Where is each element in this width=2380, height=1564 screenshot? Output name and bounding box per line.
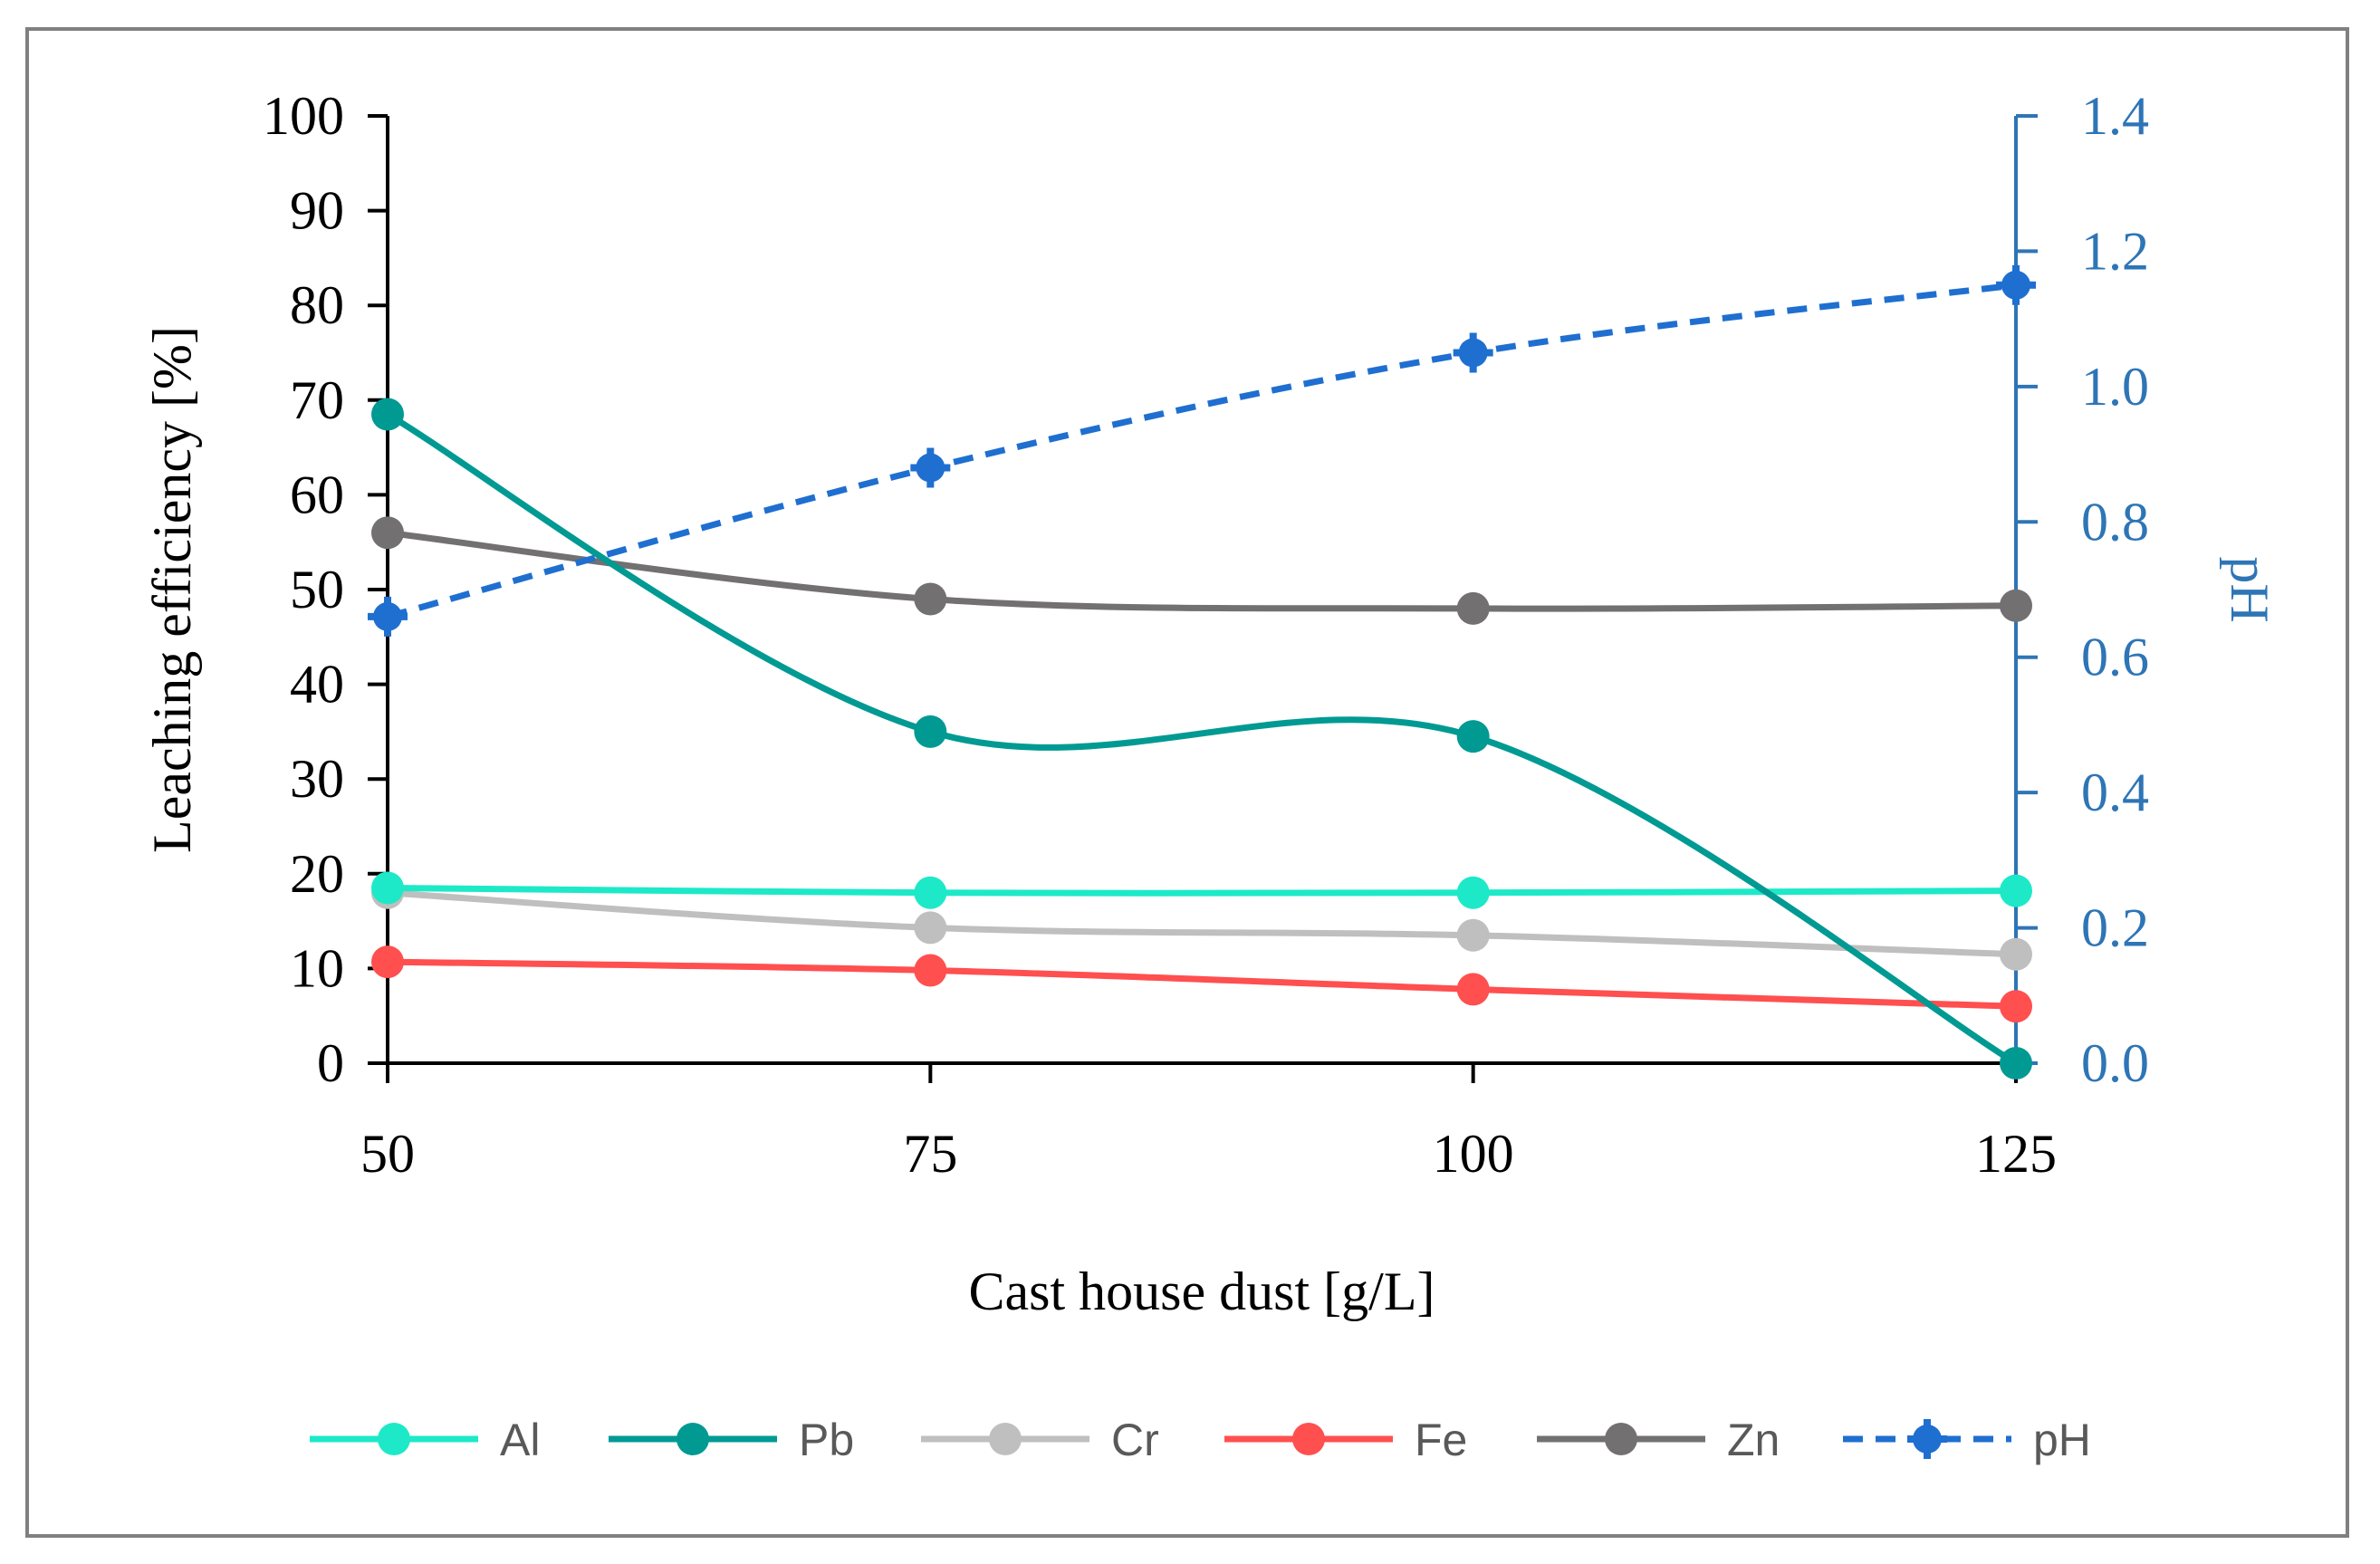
legend-label: Al: [500, 1415, 540, 1465]
series-fe-point: [914, 954, 947, 987]
leaching-chart: 0 10 20 30 40 50 60 70 80 90 100 50 75 100 125 0.0 0.2 0.…: [142, 86, 2279, 1465]
series-zn-point: [2000, 589, 2032, 622]
legend-item-cr: Cr: [921, 1415, 1159, 1465]
left-tick-label: 0: [317, 1033, 344, 1093]
left-tick-label: 50: [290, 560, 344, 619]
legend-label: Zn: [1727, 1415, 1780, 1465]
series-ph-point-h: [1453, 349, 1493, 357]
left-tick-label: 70: [290, 370, 344, 430]
series-zn-line: [387, 529, 2017, 612]
x-tick-label: 125: [1975, 1124, 2057, 1184]
legend-swatch-marker: [677, 1423, 709, 1455]
legend-swatch-marker: [1292, 1423, 1325, 1455]
series-zn-point: [371, 516, 404, 550]
legend-label: pH: [2033, 1415, 2091, 1465]
series-al-point: [914, 876, 947, 909]
legend-item-fe: Fe: [1224, 1415, 1467, 1465]
series-fe: [371, 945, 2032, 1023]
series-cr: [371, 876, 2032, 971]
legend-swatch-marker: [989, 1423, 1022, 1455]
series-fe-line: [387, 958, 2017, 1010]
x-tick-label: 75: [903, 1124, 957, 1184]
y2-axis-label: pH: [2220, 556, 2279, 622]
legend-swatch-marker: [378, 1423, 410, 1455]
legend-swatch-marker-h: [1907, 1435, 1947, 1443]
left-tick-label: 60: [290, 465, 344, 524]
legend-item-al: Al: [310, 1415, 540, 1465]
series-cr-point: [2000, 937, 2032, 971]
series-pb-point: [371, 398, 404, 431]
legend-item-zn: Zn: [1537, 1415, 1780, 1465]
series-pb-point: [2000, 1047, 2032, 1079]
series-al-point: [1456, 876, 1490, 909]
chart-frame: 0 10 20 30 40 50 60 70 80 90 100 50 75 100 125 0.0 0.2 0.…: [25, 27, 2349, 1538]
series-cr-line: [387, 889, 2017, 958]
legend-label: Fe: [1415, 1415, 1467, 1465]
series-ph-point-h: [368, 612, 408, 620]
legend: Al Pb Cr Fe Zn pH: [310, 1415, 2091, 1465]
series-zn-point: [914, 582, 947, 616]
series-zn-point: [1456, 591, 1490, 625]
right-tick-label: 0.8: [2081, 492, 2149, 552]
x-tick-label: 50: [360, 1124, 415, 1184]
series-pb-line: [386, 411, 2018, 1066]
y-axis-label: Leaching efficiency [%]: [142, 326, 202, 853]
right-tick-label: 0.4: [2081, 763, 2149, 822]
series-ph: [368, 264, 2036, 637]
series-al: [371, 871, 2032, 909]
left-tick-label: 30: [290, 749, 344, 809]
x-tick-label: 100: [1433, 1124, 1514, 1184]
left-tick-label: 10: [290, 938, 344, 998]
series-fe-point: [1456, 973, 1490, 1006]
left-tick-label: 90: [290, 181, 344, 241]
left-tick-label: 20: [290, 844, 344, 904]
left-tick-label: 80: [290, 275, 344, 335]
series-cr-point: [914, 911, 947, 945]
series-zn: [371, 516, 2032, 625]
series-layer: [368, 264, 2036, 1079]
legend-label: Pb: [799, 1415, 854, 1465]
series-al-point: [371, 871, 404, 905]
series-ph-point-h: [910, 464, 951, 472]
series-cr-point: [1456, 918, 1490, 952]
right-tick-label: 0.2: [2081, 898, 2149, 958]
right-tick-label: 0.6: [2081, 628, 2149, 687]
right-tick-label: 1.0: [2081, 357, 2149, 417]
series-fe-point: [371, 945, 404, 979]
series-ph-line: [387, 282, 2017, 620]
right-tick-label: 1.2: [2081, 221, 2149, 281]
left-tick-label: 100: [263, 86, 344, 146]
right-tick-label: 0.0: [2081, 1033, 2149, 1093]
left-tick-label: 40: [290, 655, 344, 715]
series-al-point: [2000, 874, 2032, 907]
legend-item-ph: pH: [1843, 1415, 2091, 1465]
series-pb-point: [914, 715, 947, 748]
x-axis-label: Cast house dust [g/L]: [969, 1262, 1435, 1321]
series-ph-point-h: [1996, 281, 2036, 289]
series-pb-point: [1456, 720, 1490, 753]
series-al-line: [387, 884, 2017, 897]
series-pb: [371, 398, 2032, 1079]
legend-item-pb: Pb: [609, 1415, 854, 1465]
series-fe-point: [2000, 990, 2032, 1023]
right-tick-label: 1.4: [2081, 86, 2149, 146]
legend-label: Cr: [1111, 1415, 1159, 1465]
legend-swatch-marker: [1605, 1423, 1637, 1455]
axes-layer: 0 10 20 30 40 50 60 70 80 90 100 50 75 100 125 0.0 0.2 0.…: [263, 86, 2149, 1184]
